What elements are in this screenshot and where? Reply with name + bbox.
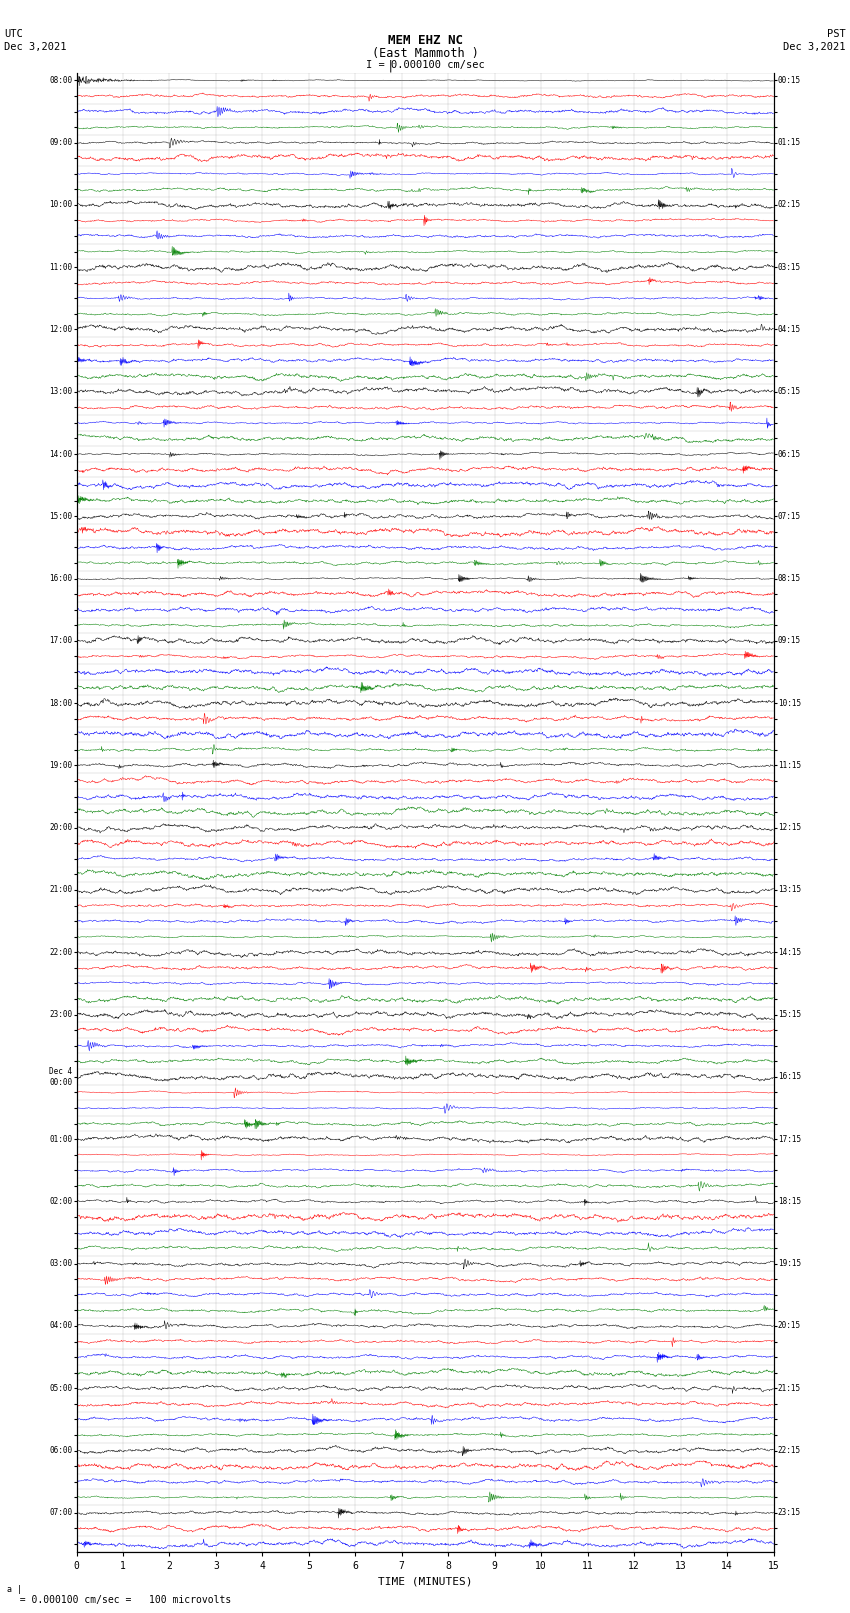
Text: UTC: UTC [4, 29, 23, 39]
Text: PST: PST [827, 29, 846, 39]
Text: (East Mammoth ): (East Mammoth ) [371, 47, 479, 60]
Text: MEM EHZ NC: MEM EHZ NC [388, 34, 462, 47]
Text: |: | [387, 60, 394, 73]
Text: = 0.000100 cm/sec =   100 microvolts: = 0.000100 cm/sec = 100 microvolts [8, 1595, 232, 1605]
Text: Dec 3,2021: Dec 3,2021 [783, 42, 846, 52]
Text: a |: a | [7, 1584, 22, 1594]
Text: I = 0.000100 cm/sec: I = 0.000100 cm/sec [366, 60, 484, 69]
X-axis label: TIME (MINUTES): TIME (MINUTES) [377, 1576, 473, 1586]
Text: Dec 3,2021: Dec 3,2021 [4, 42, 67, 52]
